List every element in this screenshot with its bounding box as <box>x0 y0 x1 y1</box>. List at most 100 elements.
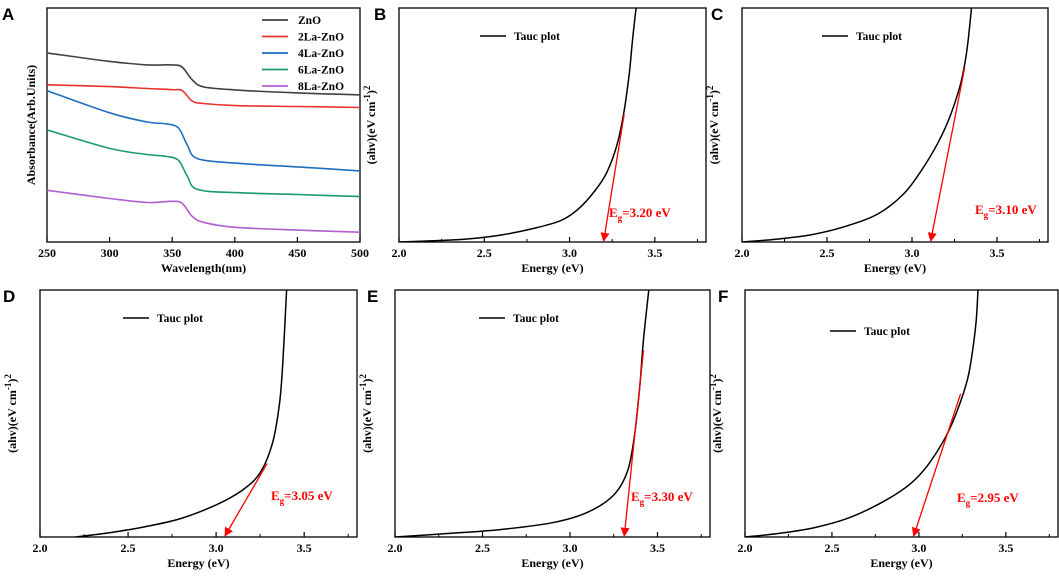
panel-a: A 250 300 350 400 450 500 Wavelength(nm) Absorba… <box>2 5 369 275</box>
eg-subscript: g <box>618 213 623 223</box>
legend-label: 4La-ZnO <box>298 48 344 60</box>
plot-frame <box>744 289 1059 538</box>
y-label-sup: -1 <box>708 382 718 390</box>
x-tick-label: 2.0 <box>388 541 403 555</box>
series-line-tauc-plot <box>395 290 650 537</box>
y-axis-label: (ahv)(eV cm-1)2 <box>3 374 19 453</box>
x-axis-label: Energy (eV) <box>870 556 932 570</box>
x-tick-label: 2.0 <box>738 541 753 555</box>
series-line-zno <box>47 52 360 96</box>
y-axis-label: (ahv)(eV cm-1)2 <box>708 374 724 453</box>
y-label-sup2: 2 <box>3 374 13 379</box>
eg-label: Eg=3.05 eV <box>271 488 333 506</box>
y-label-sup2: 2 <box>362 85 372 90</box>
series-line-8la-zno <box>47 189 360 233</box>
eg-value: =3.30 eV <box>644 489 693 504</box>
legend-label: Tauc plot <box>157 313 203 325</box>
series-line-tauc-plot <box>745 290 979 537</box>
plot-frame <box>394 289 711 538</box>
y-label-close: ) <box>5 379 19 383</box>
y-axis-label: Absorbance(Arb.Units) <box>24 65 38 185</box>
y-label-main: (ahv)(eV cm <box>707 102 721 165</box>
x-tick-label: 250 <box>38 246 56 260</box>
panel-letter-f: F <box>718 287 728 306</box>
x-axis-label: Energy (eV) <box>521 556 583 570</box>
x-tick-label: 3.5 <box>990 246 1005 260</box>
panel-letter-c: C <box>711 5 723 24</box>
series-line-2la-zno <box>47 84 360 109</box>
x-tick-label: 350 <box>163 246 181 260</box>
legend-label: ZnO <box>298 15 321 27</box>
panel-letter-e: E <box>367 287 378 306</box>
x-tick-label: 3.5 <box>297 541 312 555</box>
eg-subscript: g <box>966 498 971 508</box>
x-tick-label: 400 <box>226 246 244 260</box>
y-label-main: (ahv)(eV cm <box>710 390 724 453</box>
panel-c: C 2.0 2.5 3.0 3.5 Energy (eV) (ahv)(eV cm-1)2 T… <box>705 5 1049 275</box>
panel-b: B 2.0 2.5 3.0 3.5 Energy (eV) (ahv)(eV cm-1)2 T… <box>362 5 707 275</box>
y-label-sup: -1 <box>358 382 368 390</box>
y-axis-label: (ahv)(eV cm-1)2 <box>705 85 721 164</box>
legend-label: Tauc plot <box>514 31 560 43</box>
series-line-4la-zno <box>47 89 360 172</box>
y-label-main: (ahv)(eV cm <box>5 390 19 453</box>
x-tick-label: 450 <box>288 246 306 260</box>
tangent-arrow <box>911 393 962 537</box>
plot-frame <box>39 289 358 538</box>
eg-value: =2.95 eV <box>970 490 1019 505</box>
x-tick-label: 500 <box>351 246 369 260</box>
x-tick-label: 3.0 <box>911 541 926 555</box>
eg-subscript: g <box>640 497 645 507</box>
panels: A 250 300 350 400 450 500 Wavelength(nm) Absorba… <box>2 5 1059 570</box>
legend-label: Tauc plot <box>856 31 902 43</box>
tangent-arrow <box>224 463 268 537</box>
series-line-tauc-plot <box>399 8 637 242</box>
x-tick-label: 3.5 <box>650 541 665 555</box>
y-label-sup: -1 <box>3 382 13 390</box>
series-line-6la-zno <box>47 129 360 198</box>
panel-e: E 2.0 2.5 3.0 3.5 Energy (eV) (ahv)(eV cm-1)2 T… <box>358 287 711 570</box>
eg-subscript: g <box>984 210 989 220</box>
plot-frame <box>398 7 707 243</box>
eg-value: =3.05 eV <box>284 488 333 503</box>
series-line-tauc-plot <box>742 8 973 242</box>
x-tick-label: 2.5 <box>477 246 492 260</box>
panel-letter-b: B <box>374 5 386 24</box>
x-tick-label: 2.5 <box>820 246 835 260</box>
eg-prefix: E <box>975 202 984 217</box>
y-label-sup2: 2 <box>358 374 368 379</box>
x-tick-label: 3.0 <box>562 246 577 260</box>
eg-prefix: E <box>271 488 280 503</box>
y-axis-label: (ahv)(eV cm-1)2 <box>362 85 378 164</box>
series-line-tauc-plot <box>75 290 288 537</box>
eg-prefix: E <box>609 205 618 220</box>
legend-label: 6La-ZnO <box>298 65 344 77</box>
y-label-sup: -1 <box>362 94 372 102</box>
y-axis-label: (ahv)(eV cm-1)2 <box>358 374 374 453</box>
eg-label: Eg=3.10 eV <box>975 202 1037 220</box>
y-label-close: ) <box>710 379 724 383</box>
legend-label: 2La-ZnO <box>298 32 344 44</box>
y-label-sup2: 2 <box>708 374 718 379</box>
eg-label: Eg=3.20 eV <box>609 205 671 223</box>
x-tick-label: 3.5 <box>998 541 1013 555</box>
y-label-sup: -1 <box>705 94 715 102</box>
x-tick-label: 2.5 <box>475 541 490 555</box>
tangent-arrow <box>620 350 645 537</box>
eg-value: =3.20 eV <box>622 205 671 220</box>
tangent-arrow <box>600 114 625 242</box>
panel-letter-d: D <box>3 287 15 306</box>
x-tick-label: 2.0 <box>392 246 407 260</box>
y-label-main: (ahv)(eV cm <box>364 102 378 165</box>
x-tick-label: 2.0 <box>735 246 750 260</box>
y-label-close: ) <box>364 90 378 94</box>
y-label-close: ) <box>707 90 721 94</box>
eg-prefix: E <box>957 490 966 505</box>
x-tick-label: 3.0 <box>905 246 920 260</box>
panel-d: D 2.0 2.5 3.0 3.5 Energy (eV) (ahv)(eV cm-1)2 T… <box>3 287 358 570</box>
plot-frame <box>46 7 361 243</box>
x-axis-label: Wavelength(nm) <box>161 261 246 275</box>
y-label-sup2: 2 <box>705 85 715 90</box>
tangent-arrow <box>927 67 966 242</box>
